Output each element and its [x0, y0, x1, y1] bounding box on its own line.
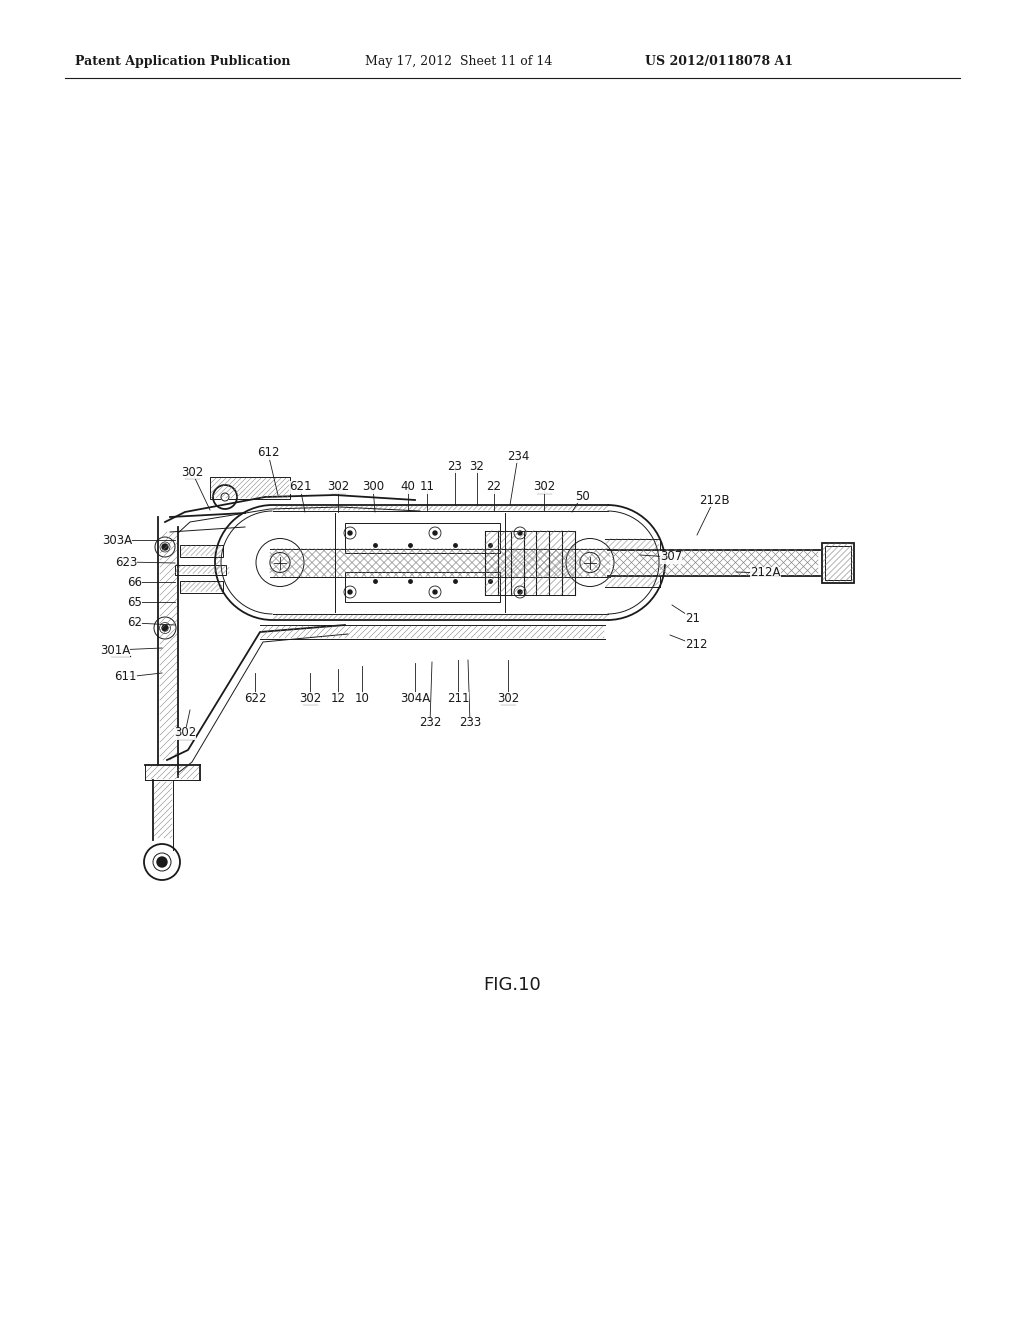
Text: FIG.10: FIG.10 [483, 975, 541, 994]
Text: 22: 22 [486, 480, 502, 494]
Text: 23: 23 [447, 459, 463, 473]
Text: 21: 21 [685, 611, 700, 624]
Text: 301A: 301A [99, 644, 130, 656]
Bar [345, 523, 500, 553]
Text: 611: 611 [115, 671, 137, 684]
Text: 50: 50 [574, 490, 590, 503]
Text: 307: 307 [660, 550, 682, 564]
Text: Patent Application Publication: Patent Application Publication [75, 55, 291, 69]
Text: 211: 211 [446, 692, 469, 705]
Text: 212: 212 [685, 639, 708, 652]
Text: 10: 10 [354, 692, 370, 705]
Text: 11: 11 [420, 480, 434, 494]
Circle shape [221, 492, 229, 502]
Text: 66: 66 [127, 576, 142, 589]
Text: 302: 302 [174, 726, 197, 739]
Text: 32: 32 [470, 459, 484, 473]
Text: 304A: 304A [400, 692, 430, 705]
Text: 302: 302 [299, 692, 322, 705]
Text: 65: 65 [127, 595, 142, 609]
Circle shape [348, 590, 352, 594]
Text: 233: 233 [459, 717, 481, 730]
Text: 302: 302 [327, 480, 349, 494]
Text: 302: 302 [497, 692, 519, 705]
Bar [210, 477, 290, 499]
Circle shape [348, 531, 352, 535]
Circle shape [162, 624, 168, 631]
Text: 612: 612 [257, 446, 280, 459]
Bar [822, 543, 854, 582]
Text: 212A: 212A [750, 566, 780, 579]
Text: US 2012/0118078 A1: US 2012/0118078 A1 [645, 55, 793, 69]
Bar [180, 544, 223, 557]
Text: 12: 12 [331, 692, 345, 705]
Text: 622: 622 [244, 692, 266, 705]
Text: 303A: 303A [101, 533, 132, 546]
Bar [175, 565, 226, 574]
Text: 621: 621 [289, 480, 311, 494]
Circle shape [433, 590, 437, 594]
Bar [825, 545, 851, 579]
Circle shape [518, 531, 522, 535]
Text: May 17, 2012  Sheet 11 of 14: May 17, 2012 Sheet 11 of 14 [365, 55, 552, 69]
Text: 62: 62 [127, 616, 142, 630]
Circle shape [518, 590, 522, 594]
Text: 234: 234 [507, 450, 529, 462]
Text: 623: 623 [115, 556, 137, 569]
Bar [345, 572, 500, 602]
Text: 232: 232 [419, 717, 441, 730]
Text: 302: 302 [181, 466, 203, 479]
Bar [180, 581, 223, 593]
Text: 40: 40 [400, 480, 416, 494]
Circle shape [157, 857, 167, 867]
Circle shape [162, 544, 168, 550]
Text: 212B: 212B [698, 494, 729, 507]
Text: 300: 300 [361, 480, 384, 494]
Text: 302: 302 [532, 480, 555, 494]
Circle shape [433, 531, 437, 535]
